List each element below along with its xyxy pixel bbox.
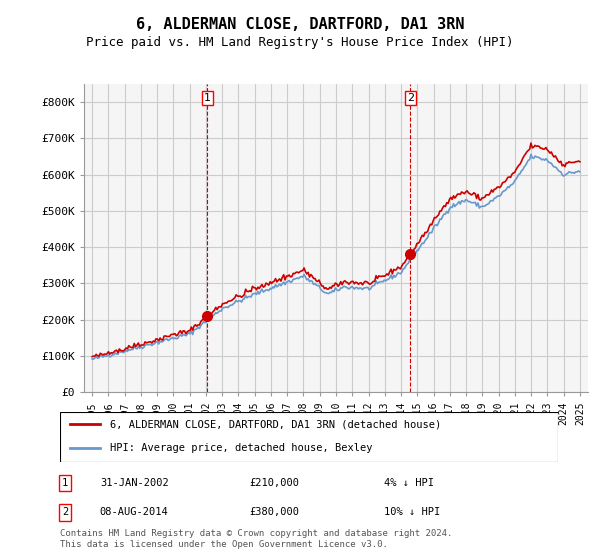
Text: 1: 1 <box>62 478 68 488</box>
Text: 08-AUG-2014: 08-AUG-2014 <box>100 507 169 517</box>
Text: 1: 1 <box>204 94 211 103</box>
Text: 31-JAN-2002: 31-JAN-2002 <box>100 478 169 488</box>
Text: £380,000: £380,000 <box>249 507 299 517</box>
FancyBboxPatch shape <box>60 412 558 462</box>
Text: 6, ALDERMAN CLOSE, DARTFORD, DA1 3RN: 6, ALDERMAN CLOSE, DARTFORD, DA1 3RN <box>136 17 464 32</box>
Text: 2: 2 <box>62 507 68 517</box>
Text: 6, ALDERMAN CLOSE, DARTFORD, DA1 3RN (detached house): 6, ALDERMAN CLOSE, DARTFORD, DA1 3RN (de… <box>110 419 441 429</box>
Text: Contains HM Land Registry data © Crown copyright and database right 2024.
This d: Contains HM Land Registry data © Crown c… <box>60 529 452 549</box>
Text: 4% ↓ HPI: 4% ↓ HPI <box>384 478 434 488</box>
Text: 10% ↓ HPI: 10% ↓ HPI <box>384 507 440 517</box>
Text: 2: 2 <box>407 94 414 103</box>
Text: HPI: Average price, detached house, Bexley: HPI: Average price, detached house, Bexl… <box>110 443 372 453</box>
Text: Price paid vs. HM Land Registry's House Price Index (HPI): Price paid vs. HM Land Registry's House … <box>86 36 514 49</box>
Text: £210,000: £210,000 <box>249 478 299 488</box>
